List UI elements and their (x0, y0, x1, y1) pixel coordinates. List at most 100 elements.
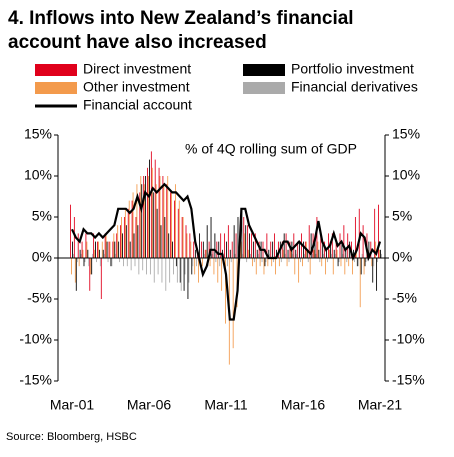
bar (211, 253, 213, 258)
bar (157, 258, 159, 275)
bar (255, 258, 257, 275)
bar (214, 233, 216, 258)
bar (203, 253, 205, 258)
bar (106, 241, 108, 258)
bar (167, 176, 169, 258)
x-tick-label: Mar-06 (127, 397, 172, 413)
legend-label: Other investment (83, 79, 190, 95)
bar (377, 258, 378, 263)
bar (362, 225, 364, 258)
bar (121, 217, 122, 258)
legend-label: Financial account (83, 97, 192, 113)
legend-swatch (35, 104, 77, 108)
bar (290, 249, 292, 258)
bar (234, 253, 236, 258)
bar (103, 253, 105, 258)
bar (283, 233, 285, 258)
bar (185, 225, 187, 258)
bar (120, 225, 121, 258)
bar (240, 241, 242, 258)
chart-title: 4. Inflows into New Zealand’s financial (8, 8, 354, 29)
bar (372, 258, 374, 283)
y-tick-label: 0% (32, 249, 52, 265)
bar (368, 241, 370, 258)
bar (268, 249, 270, 258)
bar (70, 204, 71, 258)
bar (231, 241, 233, 258)
annotation: % of 4Q rolling sum of GDP (185, 141, 357, 157)
bar (357, 258, 359, 267)
bar (330, 253, 332, 258)
legend-label: Financial derivatives (291, 79, 418, 95)
bar (150, 151, 152, 258)
bar (166, 184, 168, 258)
bar (348, 258, 350, 267)
bar (310, 233, 312, 258)
bar (111, 258, 113, 267)
bar (147, 167, 148, 258)
bar (339, 233, 341, 258)
bar (177, 208, 179, 258)
bar (72, 253, 74, 258)
y-tick-label: 5% (32, 208, 52, 224)
bar (246, 258, 248, 263)
bar (261, 258, 263, 263)
bar (248, 249, 250, 258)
bar (296, 253, 298, 258)
y-tick-label: 10% (24, 167, 52, 183)
y-tick-label: 15% (24, 126, 52, 142)
bar (356, 258, 358, 267)
bar (257, 253, 259, 258)
bar (100, 258, 102, 299)
bar (176, 258, 178, 283)
bar (328, 249, 330, 258)
bar (91, 258, 93, 275)
bar (93, 233, 95, 258)
bar (235, 233, 237, 258)
bar (162, 176, 164, 258)
bar (190, 241, 192, 258)
bar (75, 258, 77, 291)
bar (183, 258, 185, 291)
bar (365, 258, 367, 263)
bar (298, 258, 300, 283)
bar (78, 258, 80, 267)
bar (82, 249, 84, 258)
y2-tick-label: 5% (392, 208, 412, 224)
bar (116, 233, 118, 258)
bar (170, 192, 172, 258)
bar (256, 249, 258, 258)
bar (254, 233, 256, 258)
bar (158, 167, 160, 258)
bar (215, 258, 217, 263)
bar (85, 233, 87, 258)
bar (80, 253, 82, 258)
bar (193, 241, 195, 258)
bar (306, 249, 308, 258)
bar (380, 249, 381, 258)
bar (204, 249, 206, 258)
bar (131, 200, 133, 258)
bar (314, 241, 316, 258)
bar (227, 225, 229, 258)
bar (142, 258, 144, 271)
bar (225, 258, 226, 324)
bar (325, 258, 327, 275)
bar (173, 258, 174, 275)
bar (270, 241, 272, 258)
bar (152, 192, 154, 258)
bar (295, 249, 297, 258)
bar (198, 258, 199, 283)
bar (181, 217, 183, 258)
bar (124, 208, 126, 258)
bar (155, 184, 157, 258)
source: Source: Bloomberg, HSBC (6, 431, 137, 443)
bar (164, 217, 166, 258)
bar (74, 258, 76, 283)
y2-tick-label: 10% (392, 167, 420, 183)
bar (192, 258, 194, 267)
bar (343, 225, 345, 258)
bar (352, 258, 353, 275)
bar (86, 241, 88, 258)
bar (292, 253, 294, 258)
